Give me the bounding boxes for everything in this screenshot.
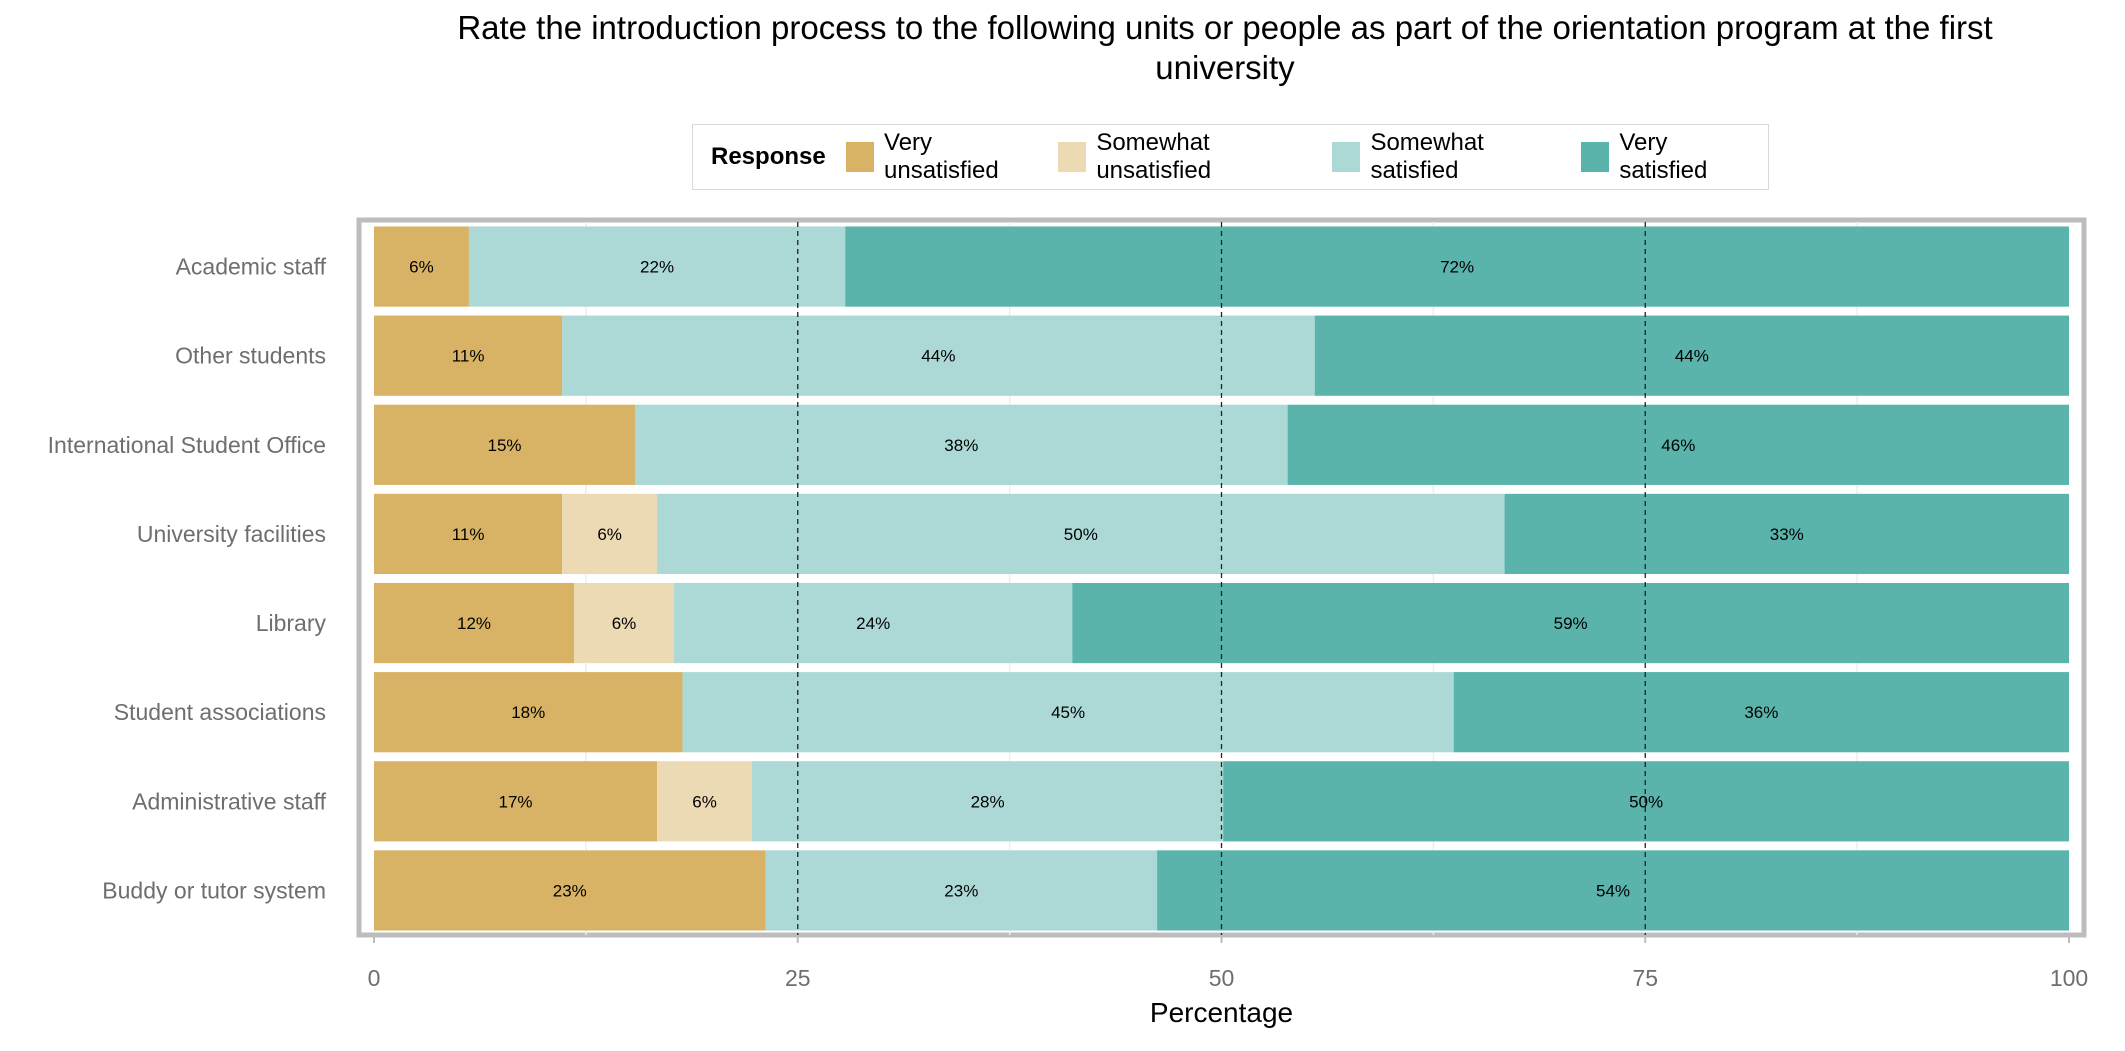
- legend-swatch: [1332, 142, 1361, 172]
- bar-university-facilities-very-satisfied: [1504, 493, 2069, 575]
- data-label: 17%: [499, 792, 533, 811]
- bar-buddy-or-tutor-system-somewhat-satisfied: [765, 850, 1158, 931]
- x-tick-label: 100: [2050, 965, 2088, 991]
- bar-other-students-very-unsatisfied: [374, 315, 563, 396]
- data-label: 23%: [944, 881, 978, 900]
- x-tick-label: 50: [1209, 965, 1235, 991]
- bar-student-associations-very-satisfied: [1453, 672, 2069, 753]
- data-label: 44%: [921, 347, 955, 366]
- data-label: 50%: [1629, 792, 1663, 811]
- data-label: 6%: [409, 258, 434, 277]
- bar-international-student-office-somewhat-satisfied: [635, 404, 1288, 485]
- data-label: 36%: [1744, 703, 1778, 722]
- category-label: International Student Office: [48, 432, 326, 458]
- data-label: 59%: [1554, 614, 1588, 633]
- data-label: 12%: [457, 614, 491, 633]
- category-label: Student associations: [114, 699, 326, 725]
- data-label: 22%: [640, 258, 674, 277]
- data-label: 24%: [856, 614, 890, 633]
- bar-library-somewhat-satisfied: [674, 582, 1073, 664]
- legend-label: Very satisfied: [1619, 129, 1708, 184]
- category-label: Library: [256, 610, 327, 636]
- bar-student-associations-very-unsatisfied: [374, 672, 683, 753]
- chart-title: Rate the introduction process to the fol…: [350, 8, 2100, 88]
- bar-university-facilities-somewhat-unsatisfied: [562, 493, 658, 575]
- bar-international-student-office-very-satisfied: [1287, 404, 2069, 485]
- data-label: 18%: [511, 703, 545, 722]
- category-label: Administrative staff: [132, 788, 326, 814]
- legend-label: Somewhat unsatisfied: [1096, 129, 1212, 184]
- category-label: University facilities: [137, 521, 326, 547]
- data-label: 50%: [1064, 525, 1098, 544]
- bar-academic-staff-very-satisfied: [845, 226, 2070, 307]
- legend-label: Very unsatisfied: [884, 129, 999, 184]
- legend-item-very-satisfied: Very satisfied: [1581, 129, 1754, 185]
- data-label: 46%: [1661, 436, 1695, 455]
- data-label: 11%: [452, 347, 485, 366]
- category-label: Academic staff: [176, 254, 327, 280]
- data-label: 6%: [612, 614, 637, 633]
- bar-library-somewhat-unsatisfied: [574, 582, 675, 664]
- x-tick-label: 25: [785, 965, 811, 991]
- bar-buddy-or-tutor-system-very-satisfied: [1157, 850, 2069, 931]
- data-label: 54%: [1596, 881, 1630, 900]
- chart-title-line-1: Rate the introduction process to the fol…: [457, 9, 1993, 46]
- bar-library-very-unsatisfied: [374, 582, 575, 664]
- legend-swatch: [1057, 142, 1087, 172]
- legend-title: Response: [711, 143, 826, 170]
- legend-item-somewhat-unsatisfied: Somewhat unsatisfied: [1057, 129, 1318, 185]
- legend-item-somewhat-satisfied: Somewhat satisfied: [1332, 129, 1567, 185]
- bar-other-students-very-satisfied: [1314, 315, 2069, 396]
- data-label: 6%: [692, 792, 717, 811]
- x-tick-label: 0: [368, 965, 381, 991]
- data-label: 23%: [553, 881, 587, 900]
- bar-administrative-staff-somewhat-satisfied: [751, 761, 1224, 842]
- legend: Response Very unsatisfied Somewhat unsati…: [692, 124, 1769, 190]
- category-label: Buddy or tutor system: [102, 877, 326, 903]
- bar-academic-staff-very-unsatisfied: [374, 226, 469, 307]
- legend-item-very-unsatisfied: Very unsatisfied: [845, 129, 1044, 185]
- bar-student-associations-somewhat-satisfied: [682, 672, 1454, 753]
- legend-label: Somewhat satisfied: [1370, 129, 1484, 184]
- data-label: 45%: [1051, 703, 1085, 722]
- data-label: 15%: [487, 436, 521, 455]
- data-label: 33%: [1770, 525, 1804, 544]
- data-label: 11%: [452, 525, 485, 544]
- bar-administrative-staff-somewhat-unsatisfied: [657, 761, 752, 842]
- x-tick-label: 75: [1632, 965, 1658, 991]
- data-label: 28%: [971, 792, 1005, 811]
- data-label: 44%: [1675, 347, 1709, 366]
- category-label: Other students: [175, 343, 326, 369]
- legend-swatch: [845, 142, 875, 172]
- bar-other-students-somewhat-satisfied: [562, 315, 1315, 396]
- bar-buddy-or-tutor-system-very-unsatisfied: [374, 850, 766, 931]
- bar-library-very-satisfied: [1072, 582, 2069, 664]
- bar-university-facilities-somewhat-satisfied: [657, 493, 1505, 575]
- data-label: 72%: [1440, 258, 1474, 277]
- data-label: 38%: [944, 436, 978, 455]
- bar-university-facilities-very-unsatisfied: [374, 493, 563, 575]
- legend-swatch: [1581, 142, 1610, 172]
- bar-administrative-staff-very-unsatisfied: [374, 761, 658, 842]
- bar-academic-staff-somewhat-satisfied: [468, 226, 846, 307]
- bar-administrative-staff-very-satisfied: [1223, 761, 2069, 842]
- chart-title-line-2: university: [1155, 49, 1295, 86]
- data-label: 6%: [597, 525, 622, 544]
- bar-international-student-office-very-unsatisfied: [374, 404, 636, 485]
- x-axis-title: Percentage: [1150, 997, 1293, 1028]
